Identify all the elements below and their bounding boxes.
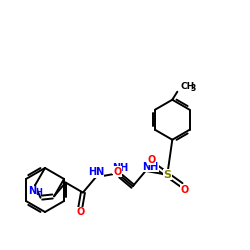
Text: CH: CH: [180, 82, 194, 91]
Text: N: N: [28, 186, 36, 196]
Text: O: O: [147, 155, 156, 165]
Text: H: H: [36, 188, 43, 197]
Text: NH: NH: [112, 164, 128, 173]
Text: NH: NH: [142, 162, 159, 172]
Text: O: O: [76, 207, 84, 217]
Text: O: O: [114, 167, 122, 177]
Text: 3: 3: [190, 84, 196, 93]
Text: S: S: [163, 170, 171, 180]
Text: O: O: [180, 185, 188, 195]
Text: HN: HN: [88, 167, 104, 177]
